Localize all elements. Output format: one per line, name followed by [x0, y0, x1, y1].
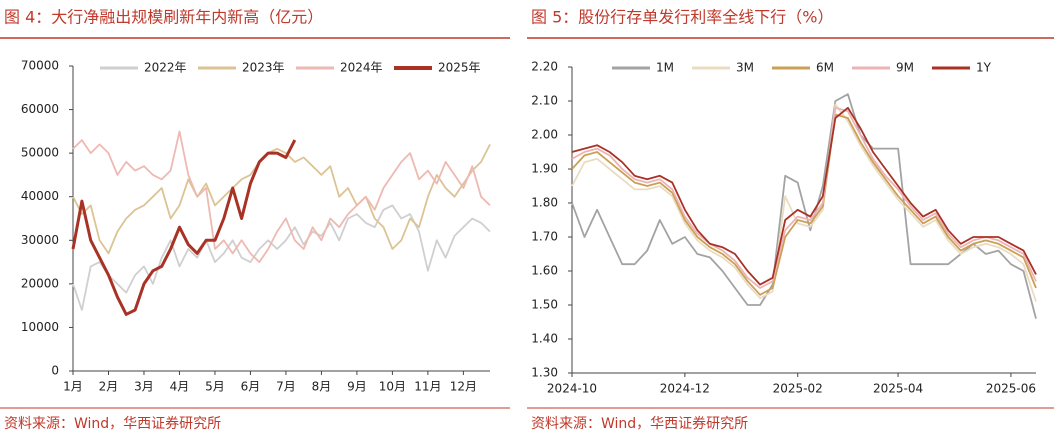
y-tick-label: 1.60 — [531, 264, 558, 278]
legend-label: 1Y — [976, 61, 992, 75]
x-tick-label: 8月 — [312, 380, 332, 394]
series-line — [72, 130, 491, 263]
x-tick-label: 9月 — [347, 380, 367, 394]
y-tick-label: 30000 — [21, 233, 59, 247]
y-tick-label: 1.40 — [531, 332, 558, 346]
series-line — [571, 93, 1037, 319]
x-tick-label: 12月 — [450, 380, 477, 394]
y-tick-label: 0 — [51, 364, 59, 378]
x-tick-label: 7月 — [276, 380, 296, 394]
chart-title: 图 5：股份行存单发行利率全线下行（%） — [531, 8, 833, 27]
y-tick-label: 1.50 — [531, 298, 558, 312]
x-tick-label: 5月 — [205, 380, 225, 394]
legend-label: 2025年 — [438, 61, 481, 75]
y-tick-label: 50000 — [21, 146, 59, 160]
legend-label: 6M — [816, 61, 834, 75]
y-tick-label: 2.10 — [531, 94, 558, 108]
series-line — [571, 106, 1037, 289]
legend-label: 1M — [656, 61, 674, 75]
series-line — [72, 143, 491, 255]
y-tick-label: 70000 — [21, 59, 59, 73]
y-tick-label: 60000 — [21, 102, 59, 116]
x-tick-label: 2024-10 — [547, 382, 597, 396]
y-tick-label: 1.30 — [531, 366, 558, 380]
legend-label: 3M — [736, 61, 754, 75]
x-tick-label: 1月 — [63, 380, 83, 394]
y-tick-label: 1.90 — [531, 162, 558, 176]
x-tick-label: 10月 — [379, 380, 406, 394]
series-line — [571, 113, 1037, 296]
y-tick-label: 1.80 — [531, 196, 558, 210]
source: 资料来源：Wind，华西证券研究所 — [531, 416, 748, 432]
x-tick-label: 4月 — [170, 380, 190, 394]
y-tick-label: 2.00 — [531, 128, 558, 142]
y-tick-label: 20000 — [21, 276, 59, 290]
y-tick-label: 40000 — [21, 189, 59, 203]
series-line — [571, 103, 1037, 302]
y-tick-label: 2.20 — [531, 60, 558, 74]
x-tick-label: 2月 — [99, 380, 119, 394]
x-tick-label: 3月 — [134, 380, 154, 394]
legend-label: 9M — [896, 61, 914, 75]
legend-label: 2024年 — [340, 61, 383, 75]
series-line — [571, 106, 1037, 286]
x-tick-label: 2024-12 — [660, 382, 710, 396]
y-tick-label: 1.70 — [531, 230, 558, 244]
series-line — [72, 204, 491, 311]
x-tick-label: 6月 — [241, 380, 261, 394]
legend-label: 2023年 — [242, 61, 285, 75]
legend-label: 2022年 — [144, 61, 187, 75]
series-line — [71, 139, 297, 316]
x-tick-label: 2025-04 — [873, 382, 923, 396]
source: 资料来源：Wind，华西证券研究所 — [4, 416, 221, 432]
x-tick-label: 11月 — [414, 380, 441, 394]
y-tick-label: 10000 — [21, 320, 59, 334]
chart-title: 图 4：大行净融出规模刷新年内新高（亿元） — [4, 8, 323, 27]
x-tick-label: 2025-02 — [773, 382, 823, 396]
x-tick-label: 2025-06 — [986, 382, 1036, 396]
